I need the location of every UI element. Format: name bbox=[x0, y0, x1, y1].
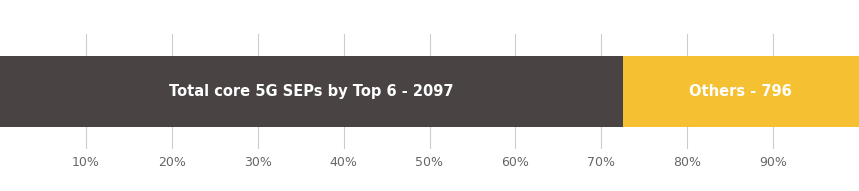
Bar bbox=[623, 56, 859, 127]
Text: Total core 5G SEPs by Top 6 - 2097: Total core 5G SEPs by Top 6 - 2097 bbox=[169, 84, 454, 99]
Bar bbox=[0, 56, 623, 127]
Text: Others - 796: Others - 796 bbox=[690, 84, 792, 99]
